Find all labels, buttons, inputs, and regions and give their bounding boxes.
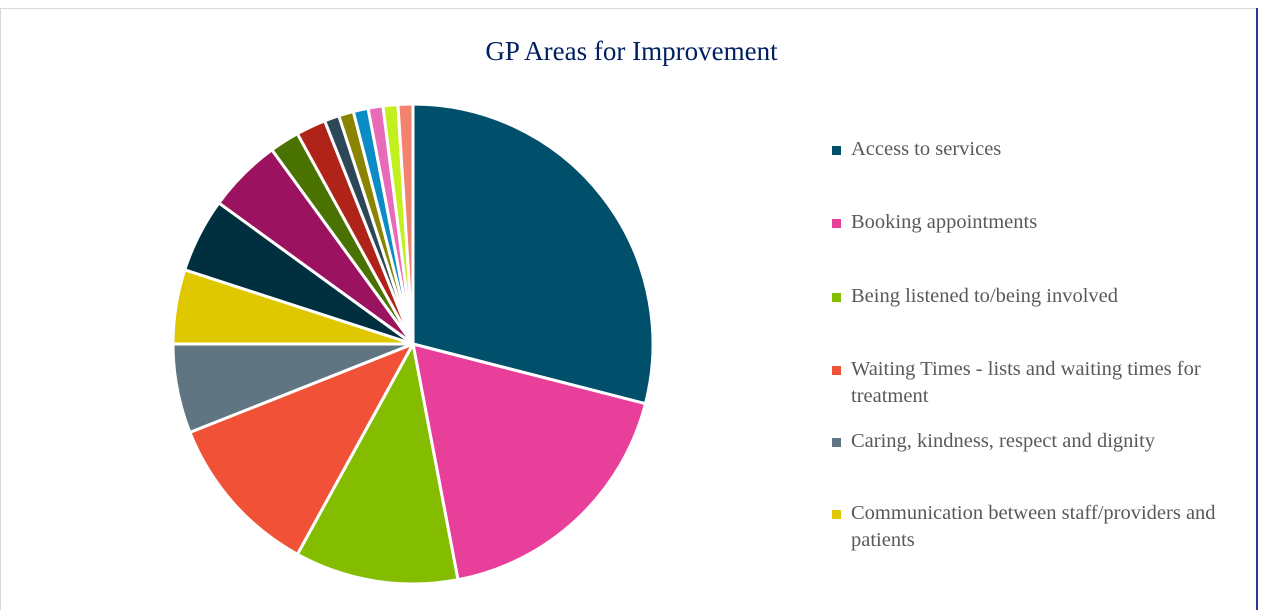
pie-slice xyxy=(396,102,415,346)
pie-slice xyxy=(411,342,647,582)
legend-label: Caring, kindness, respect and dignity xyxy=(851,430,1156,452)
chart-title: GP Areas for Improvement xyxy=(485,36,778,66)
frame-edge xyxy=(1256,8,1258,610)
legend-entry: Waiting Times - lists and waiting times … xyxy=(832,356,1228,410)
legend-label: Waiting Times - lists and waiting times … xyxy=(851,358,1201,407)
legend-entry: Communication between staff/providers an… xyxy=(832,500,1228,554)
legend-label: Booking appointments xyxy=(851,211,1038,233)
legend-label: Being listened to/being involved xyxy=(851,285,1119,307)
legend-label: Communication between staff/providers an… xyxy=(851,502,1216,551)
legend-entry: Access to services xyxy=(832,136,1228,163)
legend-swatch xyxy=(832,438,841,447)
chart-frame xyxy=(0,8,1256,610)
legend-swatch xyxy=(832,510,841,519)
pie-slice xyxy=(295,342,460,586)
legend-entry: Caring, kindness, respect and dignity xyxy=(832,428,1228,455)
pie-slice xyxy=(188,342,415,556)
legend-swatch xyxy=(832,293,841,302)
legend-entry: Booking appointments xyxy=(832,209,1228,236)
pie-slice xyxy=(411,102,655,406)
legend-label: Access to services xyxy=(851,138,1002,160)
legend-entry: Being listened to/being involved xyxy=(832,283,1228,310)
legend-swatch xyxy=(832,366,841,375)
legend-swatch xyxy=(832,146,841,155)
legend-swatch xyxy=(832,219,841,228)
